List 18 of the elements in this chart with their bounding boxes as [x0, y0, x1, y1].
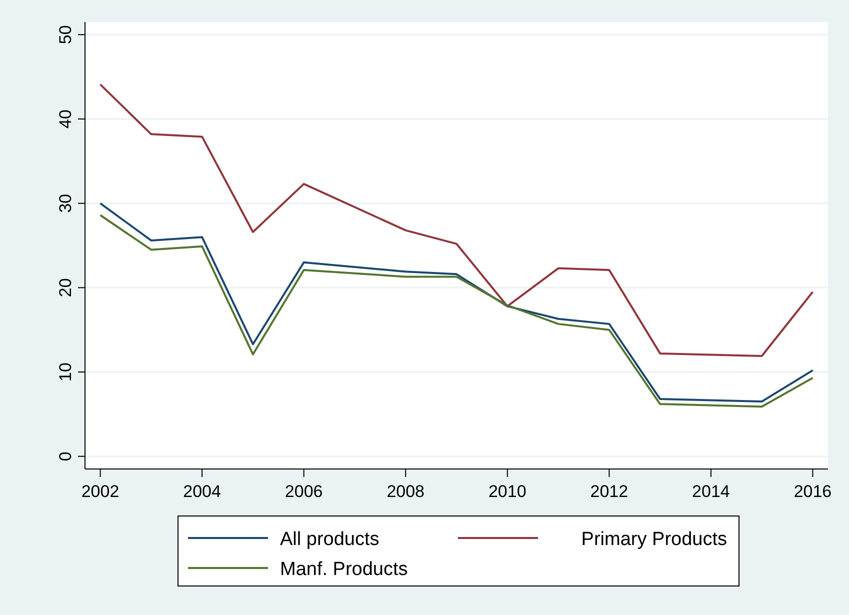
x-tick-label: 2006 — [284, 482, 323, 501]
legend-label: All products — [280, 529, 380, 550]
legend-label: Manf. Products — [280, 559, 408, 580]
x-tick-label: 2012 — [590, 482, 628, 501]
y-tick-label: 30 — [56, 194, 75, 213]
y-tick-label: 0 — [56, 452, 75, 462]
x-tick-label: 2008 — [386, 482, 425, 501]
legend-label: Primary Products — [581, 529, 727, 550]
y-tick-label: 40 — [56, 110, 75, 128]
x-tick-label: 2002 — [81, 482, 120, 501]
y-tick-label: 20 — [56, 278, 75, 298]
y-tick-label: 50 — [56, 25, 75, 44]
line-series — [99, 83, 814, 357]
x-tick-label: 2014 — [692, 482, 730, 501]
y-tick-label: 10 — [56, 362, 75, 382]
x-tick-label: 2016 — [794, 482, 832, 501]
x-tick-label: 2004 — [183, 482, 221, 501]
x-tick-label: 2010 — [488, 482, 526, 501]
